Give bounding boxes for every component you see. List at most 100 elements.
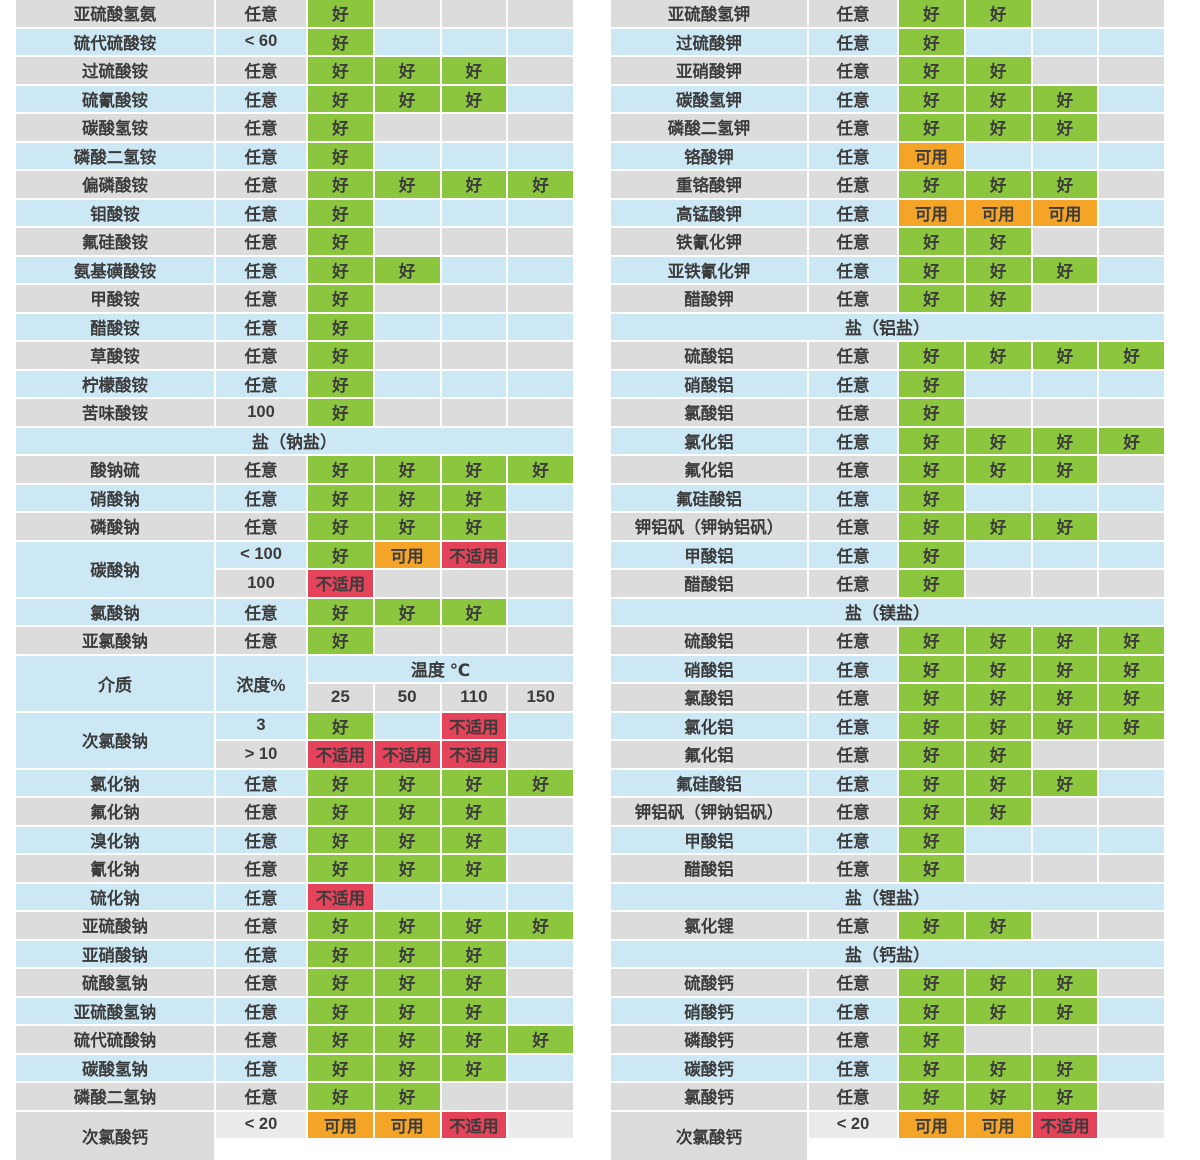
rating-cell-good: 好: [374, 484, 440, 511]
rating-cell-good: 好: [1032, 627, 1098, 654]
table-row: 草酸铵 任意好: [16, 342, 573, 369]
merged-row: 次氯酸钠 3 好不适用 > 10 不适用 不适用 不适用: [16, 712, 573, 768]
concentration-cell: 任意: [809, 228, 897, 255]
rating-cell-good: 好: [308, 1026, 373, 1053]
rating-cell-empty: [508, 1054, 573, 1081]
rating-cell-good: 好: [441, 85, 507, 112]
rating-cell-good: 好: [374, 1083, 440, 1110]
table-row: 重铬酸钾 任意好好好: [611, 171, 1164, 198]
rating-cell-good: 好: [899, 912, 964, 939]
table-row: 硫酸氢钠 任意好好好: [16, 969, 573, 996]
rating-cell-empty: [1099, 57, 1164, 84]
table-subrow: < 100 好可用 不适用: [216, 541, 573, 568]
chemical-name-cell: 磷酸钙: [611, 1026, 807, 1053]
concentration-cell: 任意: [809, 969, 897, 996]
rating-cell-empty: [508, 484, 573, 511]
rating-cell-empty: [441, 199, 507, 226]
chemical-name-cell: 硫代硫酸钠: [16, 1026, 214, 1053]
rating-cell-good: 好: [308, 1083, 373, 1110]
temperature-values-row: 25 50 110 150: [308, 684, 573, 711]
concentration-cell: 任意: [809, 256, 897, 283]
rating-cell-empty: [374, 28, 440, 55]
chemical-name-cell: 氯化铝: [611, 427, 807, 454]
table-row: 碳酸钙 任意好好好: [611, 1054, 1164, 1081]
concentration-cell: 任意: [809, 171, 897, 198]
rating-cell-empty: [1099, 741, 1164, 768]
rating-cell-good: 好: [899, 855, 964, 882]
rating-cell-good: 好: [965, 513, 1031, 540]
table-row: 硝酸铝 任意好好好好: [611, 655, 1164, 682]
table-row: 溴化钠 任意好好好: [16, 826, 573, 853]
rating-cell-empty: [1099, 826, 1164, 853]
chemical-name-cell: 碳酸氢钠: [16, 1054, 214, 1081]
rating-cell-good: 好: [441, 855, 507, 882]
chemical-name-cell: 草酸铵: [16, 342, 214, 369]
chemical-name-cell: 硝酸铝: [611, 370, 807, 397]
rating-cell-good: 好: [441, 456, 507, 483]
rating-cell-unsuitable: 不适用: [441, 741, 507, 768]
table-row: 硫酸钙 任意好好好: [611, 969, 1164, 996]
table-row: 钼酸铵 任意好: [16, 199, 573, 226]
rating-cell-good: 好: [965, 655, 1031, 682]
table-row: 醋酸钾 任意好好: [611, 285, 1164, 312]
table-subrow: > 10 不适用 不适用 不适用: [216, 741, 573, 768]
concentration-cell: > 10: [216, 741, 306, 768]
rating-cell-good: 好: [965, 1083, 1031, 1110]
concentration-cell: 任意: [216, 228, 306, 255]
rating-cell-empty: [508, 855, 573, 882]
rating-cell-good: 好: [899, 570, 964, 597]
chemical-name-cell: 氟硅酸铝: [611, 769, 807, 796]
rating-cell-usable: 可用: [308, 1111, 373, 1138]
table-subrow: 100 不适用: [216, 570, 573, 597]
table-row: 高锰酸钾 任意 可用 可用 可用: [611, 199, 1164, 226]
rating-cell-empty: [508, 798, 573, 825]
rating-cell-good: 好: [508, 912, 573, 939]
rating-cell-empty: [374, 399, 440, 426]
rating-cell-good: 好: [899, 85, 964, 112]
rating-cell-good: 好: [965, 114, 1031, 141]
rating-cell-good: 好: [965, 741, 1031, 768]
rating-cell-good: 好: [308, 313, 373, 340]
concentration-cell: 任意: [216, 342, 306, 369]
chemical-name-cell: 亚铁氰化钾: [611, 256, 807, 283]
rating-cell-good: 好: [1032, 684, 1098, 711]
concentration-cell: 任意: [809, 57, 897, 84]
concentration-cell: 任意: [216, 456, 306, 483]
table-row: 酸钠硫 任意好好好好: [16, 456, 573, 483]
rating-cell-good: 好: [965, 912, 1031, 939]
rating-cell-good: 好: [308, 171, 373, 198]
chemical-name-cell: 氟化钠: [16, 798, 214, 825]
rating-cell-unsuitable: 不适用: [441, 1111, 507, 1138]
chemical-name-cell: 氟硅酸铵: [16, 228, 214, 255]
table-row: 氯酸铝 任意好好好好: [611, 684, 1164, 711]
table-row: 氟化铝 任意好好: [611, 741, 1164, 768]
chemical-name-cell: 过硫酸钾: [611, 28, 807, 55]
rating-cell-good: 好: [308, 370, 373, 397]
rating-cell-good: 好: [965, 798, 1031, 825]
rating-cell-empty: [1099, 171, 1164, 198]
rating-cell-good: 好: [965, 456, 1031, 483]
concentration-cell: 任意: [809, 1026, 897, 1053]
rating-cell-empty: [508, 513, 573, 540]
concentration-cell: 任意: [809, 0, 897, 27]
table-row: 柠檬酸铵 任意好: [16, 370, 573, 397]
chemical-name-cell: 碳酸氢铵: [16, 114, 214, 141]
concentration-cell: 任意: [216, 855, 306, 882]
temperature-header-group: 温度 ℃ 25 50 110 150: [308, 655, 573, 711]
rating-cell-good: 好: [899, 228, 964, 255]
concentration-cell: 任意: [216, 1054, 306, 1081]
rating-cell-good: 好: [441, 513, 507, 540]
rating-cell-empty: [508, 570, 573, 597]
rating-cell-unsuitable: 不适用: [308, 741, 373, 768]
rating-cell-good: 好: [965, 712, 1031, 739]
table-row: 硝酸铝 任意好: [611, 370, 1164, 397]
concentration-cell: 任意: [809, 28, 897, 55]
chemical-name-cell: 氯酸铝: [611, 399, 807, 426]
concentration-cell: 任意: [809, 684, 897, 711]
table-row: 氟化铝 任意好好好: [611, 456, 1164, 483]
rating-cell-good: 好: [965, 427, 1031, 454]
rating-cell-good: 好: [899, 627, 964, 654]
table-row: 磷酸钙 任意好: [611, 1026, 1164, 1053]
rating-cell-good: 好: [899, 655, 964, 682]
rating-cell-unsuitable: 不适用: [441, 541, 507, 568]
